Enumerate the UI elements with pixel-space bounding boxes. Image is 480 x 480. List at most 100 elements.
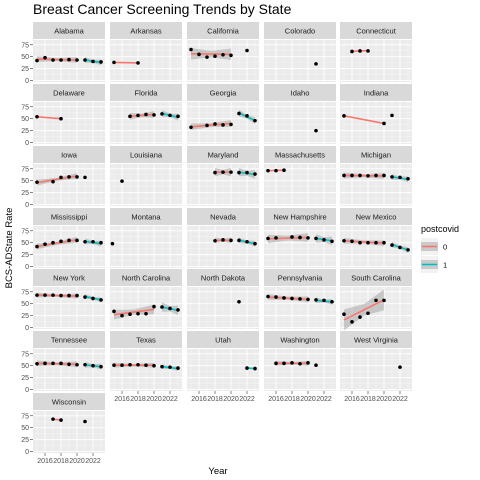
data-point: [274, 236, 278, 240]
data-point: [176, 115, 180, 119]
facet-panel: Utah 2016 2018 2020 2022: [187, 331, 259, 403]
data-point: [83, 295, 87, 299]
data-point: [59, 117, 63, 121]
y-tick-label: 75: [21, 166, 29, 173]
facet-strip-label: Wisconsin: [52, 398, 86, 407]
data-point: [366, 49, 370, 53]
y-axis-title: BCS-ADState Rate: [4, 208, 15, 289]
data-point: [144, 113, 148, 117]
data-point: [314, 62, 318, 66]
data-point: [75, 294, 79, 298]
data-point: [306, 298, 310, 302]
y-tick-label: 25: [21, 252, 29, 259]
data-point: [205, 124, 209, 128]
facet-strip-label: Mississippi: [51, 213, 88, 222]
legend-label: 1: [443, 261, 447, 270]
data-point: [35, 59, 39, 63]
data-point: [282, 168, 286, 172]
facet-panel: Pennsylvania: [264, 269, 336, 329]
facet-strip-label: Nevada: [210, 213, 237, 222]
data-point: [160, 305, 164, 309]
data-point: [35, 245, 39, 249]
data-point: [314, 129, 318, 133]
x-tick-label: 2020: [300, 396, 316, 403]
data-point: [221, 170, 225, 174]
data-point: [366, 311, 370, 315]
y-tick-label: 25: [21, 375, 29, 382]
data-point: [168, 114, 172, 118]
facet-panel: Idaho: [264, 84, 336, 144]
y-tick-label: 50: [21, 301, 29, 308]
data-point: [99, 298, 103, 302]
data-point: [213, 54, 217, 58]
facet-panel: West Virginia2016 2018 2020 2022: [340, 331, 412, 403]
data-point: [298, 236, 302, 240]
data-point: [398, 246, 402, 250]
data-point: [128, 312, 132, 316]
x-tick-label: 2016: [114, 396, 130, 403]
data-point: [213, 239, 217, 243]
data-point: [406, 248, 410, 252]
y-tick-label: 25: [21, 128, 29, 135]
facet-panel: Florida: [110, 84, 182, 144]
data-point: [168, 365, 172, 369]
data-point: [221, 123, 225, 127]
facet-strip-label: Delaware: [53, 89, 85, 98]
data-point: [189, 125, 193, 129]
facet-panel: Washington2016 2018 2020 2022: [264, 331, 336, 403]
data-point: [245, 240, 249, 244]
facet-strip-label: Indiana: [364, 89, 389, 98]
y-tick-label: 75: [21, 228, 29, 235]
data-point: [342, 239, 346, 243]
y-tick-label: 0: [25, 140, 29, 147]
data-point: [112, 310, 116, 314]
data-point: [67, 239, 71, 243]
facet-strip-label: Arkansas: [130, 27, 162, 36]
data-point: [99, 241, 103, 245]
facet-strip-label: Iowa: [61, 151, 78, 160]
facet-strip-label: California: [207, 27, 240, 36]
data-point: [290, 297, 294, 301]
x-tick-label: 2020: [146, 396, 162, 403]
data-point: [51, 362, 55, 366]
data-point: [136, 61, 140, 65]
data-point: [229, 170, 233, 174]
trend-line-precovid: [37, 363, 77, 364]
data-point: [358, 241, 362, 245]
facet-panel: Louisiana: [110, 146, 182, 206]
y-tick-label: 50: [21, 363, 29, 370]
data-point: [176, 308, 180, 312]
data-point: [382, 299, 386, 303]
data-point: [298, 362, 302, 366]
data-point: [374, 299, 378, 303]
data-point: [213, 171, 217, 175]
data-point: [51, 417, 55, 421]
data-point: [67, 175, 71, 179]
data-point: [35, 180, 39, 184]
facet-panel: Texas 2016 2018 2020 2022: [110, 331, 182, 403]
y-tick-label: 0: [25, 387, 29, 394]
data-point: [59, 176, 63, 180]
data-point: [406, 177, 410, 181]
data-point: [266, 295, 270, 299]
facet-strip-label: Connecticut: [356, 27, 397, 36]
facet-strip-label: Washington: [280, 336, 319, 345]
data-point: [350, 50, 354, 54]
data-point: [43, 242, 47, 246]
facet-strip-label: New Mexico: [356, 213, 397, 222]
facet-strip-label: Montana: [131, 213, 161, 222]
facet-panel: Massachusetts: [264, 146, 336, 206]
data-point: [75, 58, 79, 62]
data-point: [197, 53, 201, 57]
facet-panel: Montana: [110, 208, 182, 268]
y-tick-label: 50: [21, 178, 29, 185]
data-point: [59, 418, 63, 422]
y-tick-label: 0: [25, 449, 29, 456]
facet-strip-label: Pennsylvania: [278, 274, 323, 283]
data-point: [152, 113, 156, 117]
data-point: [168, 307, 172, 311]
facet-panel: New Mexico: [340, 208, 412, 268]
x-tick-label: 2022: [85, 458, 101, 465]
data-point: [330, 300, 334, 304]
x-tick-label: 2018: [53, 458, 69, 465]
